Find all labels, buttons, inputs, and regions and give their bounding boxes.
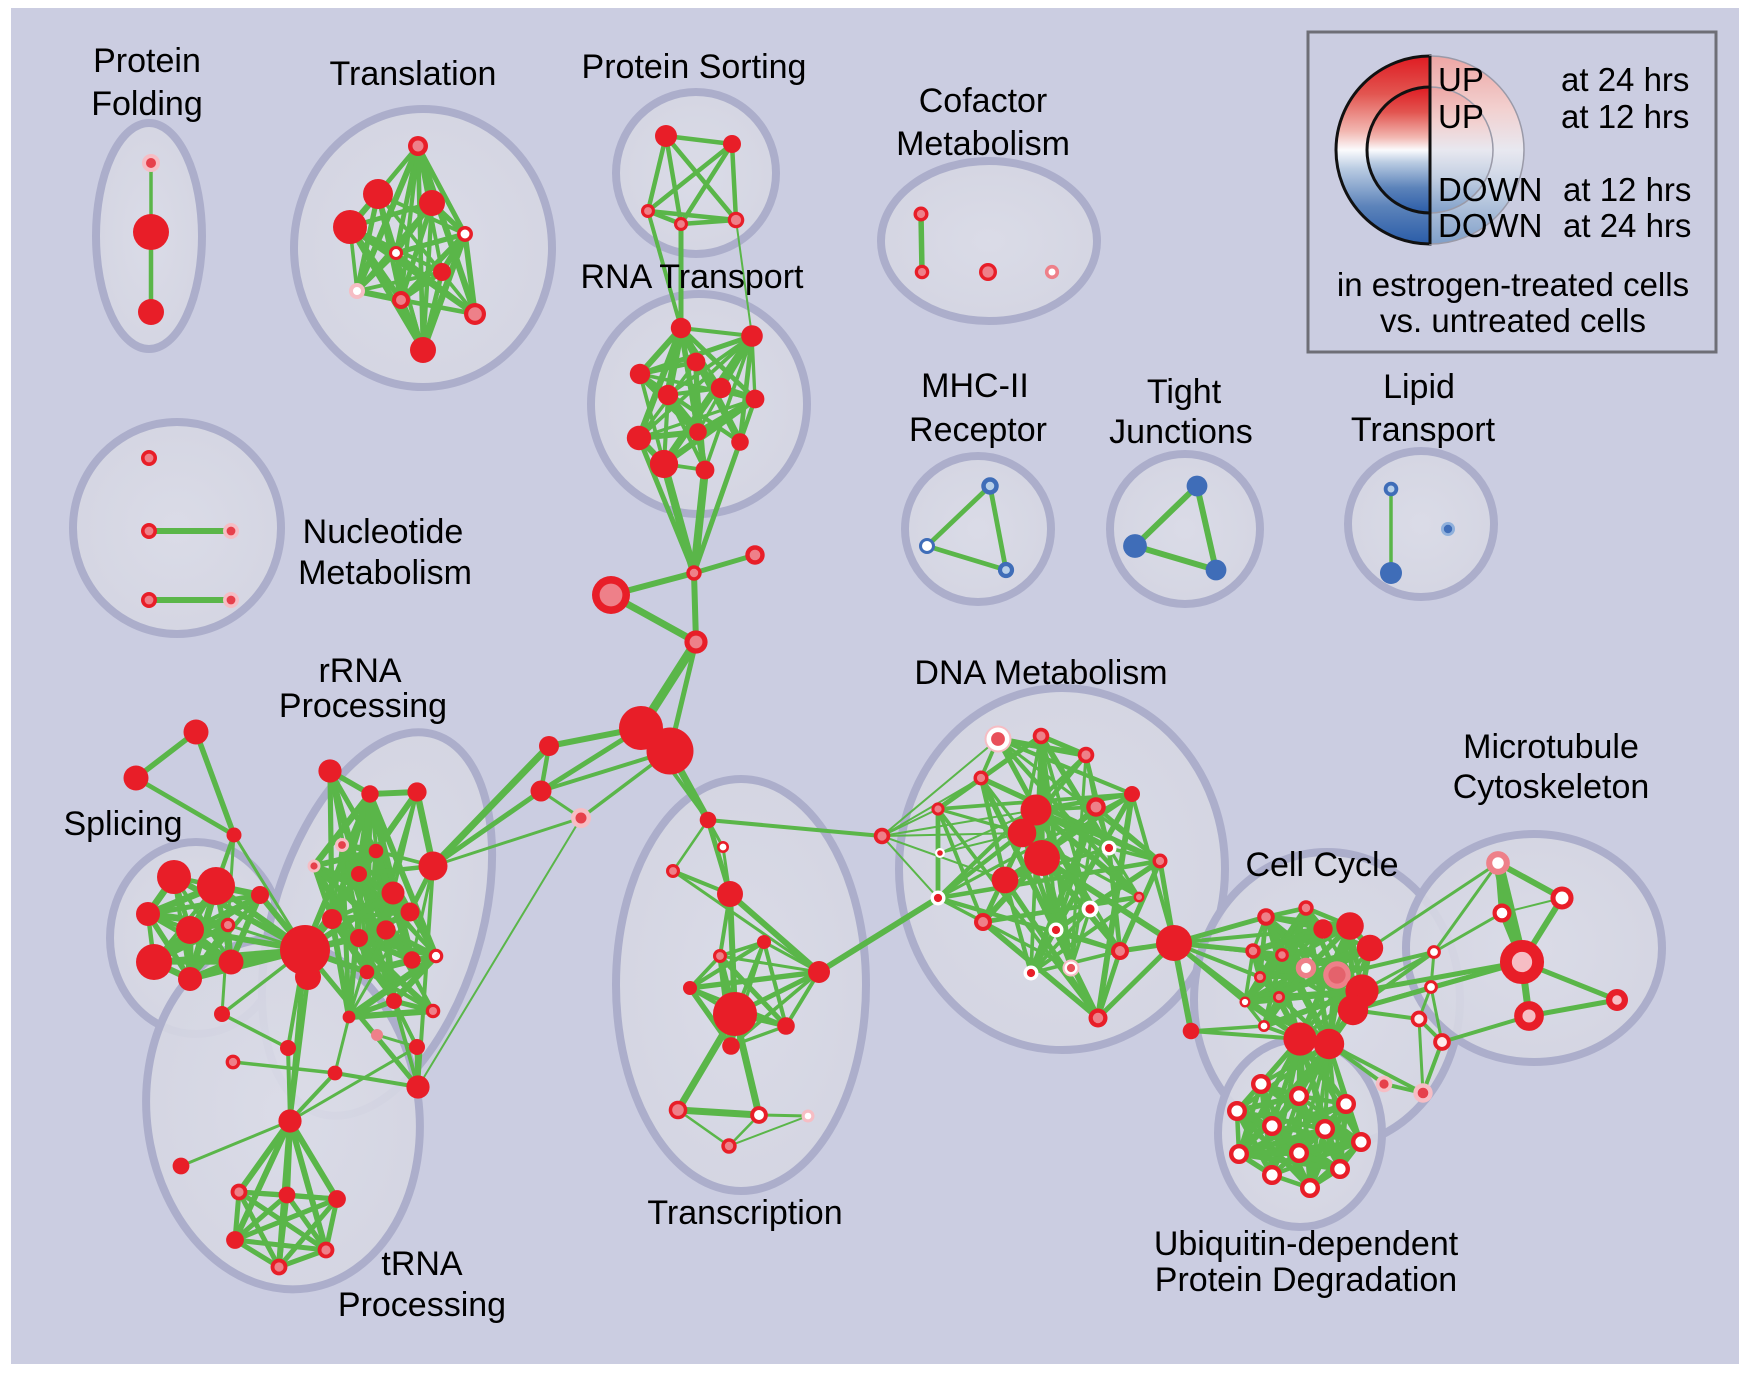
svg-text:DOWN: DOWN: [1438, 207, 1542, 244]
svg-text:Processing: Processing: [338, 1286, 506, 1324]
svg-text:Translation: Translation: [330, 55, 497, 93]
svg-text:Transcription: Transcription: [647, 1194, 842, 1232]
svg-text:Protein Sorting: Protein Sorting: [582, 48, 807, 86]
svg-text:Folding: Folding: [91, 85, 203, 123]
svg-text:RNA Transport: RNA Transport: [581, 258, 805, 296]
svg-text:Junctions: Junctions: [1109, 413, 1253, 451]
svg-text:rRNA: rRNA: [318, 652, 401, 690]
svg-text:Protein: Protein: [93, 42, 201, 80]
svg-text:UP: UP: [1438, 61, 1484, 98]
svg-text:DNA Metabolism: DNA Metabolism: [914, 654, 1167, 692]
svg-text:Cofactor: Cofactor: [919, 82, 1048, 120]
svg-text:Microtubule: Microtubule: [1463, 728, 1639, 766]
svg-text:Cytoskeleton: Cytoskeleton: [1453, 768, 1650, 806]
svg-text:Receptor: Receptor: [909, 411, 1047, 449]
svg-text:at 24 hrs: at 24 hrs: [1563, 207, 1691, 244]
svg-text:at 12 hrs: at 12 hrs: [1563, 171, 1691, 208]
svg-text:at 12 hrs: at 12 hrs: [1561, 98, 1689, 135]
svg-text:Metabolism: Metabolism: [298, 554, 472, 592]
svg-text:vs. untreated cells: vs. untreated cells: [1380, 302, 1646, 339]
svg-text:Ubiquitin-dependent: Ubiquitin-dependent: [1154, 1225, 1459, 1263]
svg-text:Metabolism: Metabolism: [896, 125, 1070, 163]
svg-text:Nucleotide: Nucleotide: [303, 513, 464, 551]
svg-text:Tight: Tight: [1147, 373, 1222, 411]
svg-text:in estrogen-treated cells: in estrogen-treated cells: [1337, 266, 1689, 303]
svg-text:DOWN: DOWN: [1438, 171, 1542, 208]
svg-text:Protein Degradation: Protein Degradation: [1155, 1261, 1457, 1299]
svg-text:at 24 hrs: at 24 hrs: [1561, 61, 1689, 98]
svg-text:Lipid: Lipid: [1383, 368, 1455, 406]
svg-text:Processing: Processing: [279, 687, 447, 725]
svg-text:Transport: Transport: [1351, 411, 1496, 449]
svg-text:Splicing: Splicing: [63, 805, 182, 843]
svg-text:UP: UP: [1438, 98, 1484, 135]
svg-text:tRNA: tRNA: [381, 1245, 463, 1283]
svg-text:MHC-II: MHC-II: [921, 367, 1029, 405]
svg-text:Cell Cycle: Cell Cycle: [1245, 846, 1398, 884]
